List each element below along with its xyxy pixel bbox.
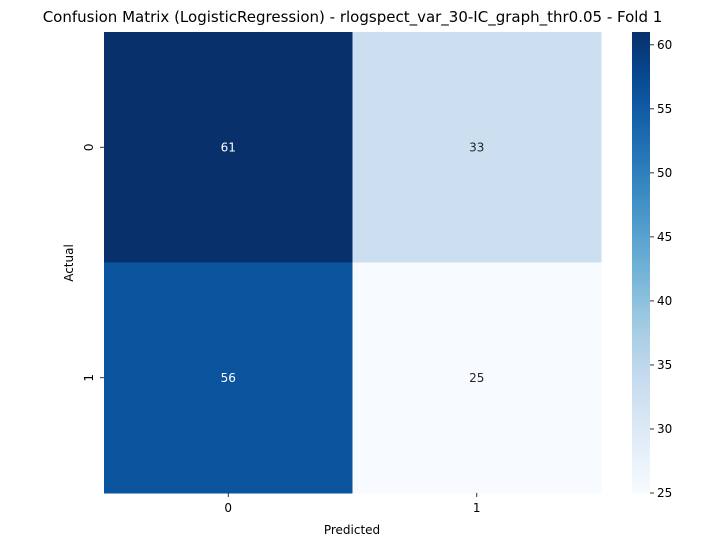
heatmap-cell-r1-c1 bbox=[352, 262, 602, 494]
heatmap-cell-r1-c0 bbox=[104, 262, 353, 494]
colorbar-tick-label: 60 bbox=[657, 38, 672, 52]
chart-title: Confusion Matrix (LogisticRegression) - … bbox=[43, 8, 663, 27]
colorbar-tick-label: 45 bbox=[657, 230, 672, 244]
colorbar-tick-label: 55 bbox=[657, 102, 672, 116]
colorbar-tick-label: 25 bbox=[657, 486, 672, 500]
heatmap-grid: 61 33 56 25 bbox=[104, 32, 602, 494]
x-axis-label: Predicted bbox=[324, 523, 380, 537]
y-axis-label: Actual bbox=[62, 244, 76, 282]
colorbar: 25 30 35 40 45 50 55 60 bbox=[632, 32, 672, 500]
cell-value-label: 56 bbox=[221, 371, 236, 385]
y-axis-ticks: 01 bbox=[82, 143, 104, 382]
colorbar-gradient-bar bbox=[632, 32, 650, 493]
y-tick-label: 0 bbox=[82, 143, 96, 151]
colorbar-tick-label: 30 bbox=[657, 422, 672, 436]
x-tick-label: 1 bbox=[473, 501, 481, 515]
cell-value-label: 33 bbox=[469, 140, 484, 154]
cell-value-label: 25 bbox=[469, 371, 484, 385]
cell-value-label: 61 bbox=[221, 140, 236, 154]
y-tick-label: 1 bbox=[82, 374, 96, 382]
colorbar-tick-label: 50 bbox=[657, 166, 672, 180]
x-tick-label: 0 bbox=[224, 501, 232, 515]
colorbar-tick-label: 40 bbox=[657, 294, 672, 308]
colorbar-tick-label: 35 bbox=[657, 358, 672, 372]
heatmap-cell-r0-c1 bbox=[352, 32, 602, 263]
heatmap-cell-r0-c0 bbox=[104, 32, 353, 263]
